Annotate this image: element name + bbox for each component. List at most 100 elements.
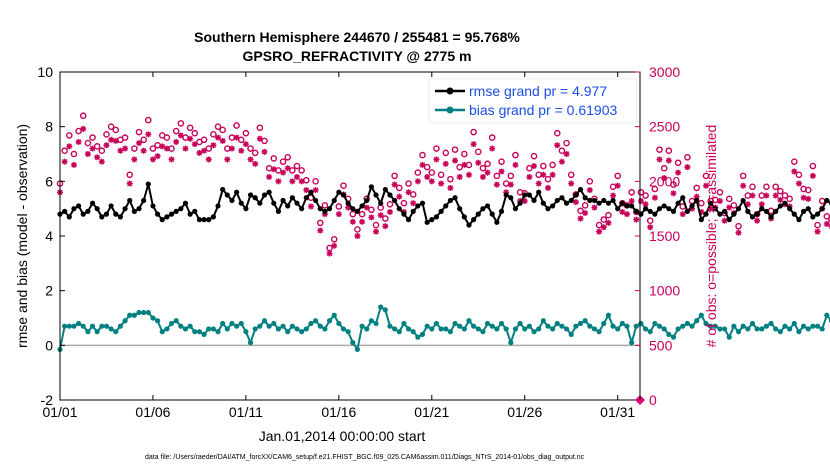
assimilated-obs-point bbox=[326, 250, 333, 257]
assimilated-obs-point bbox=[623, 211, 630, 218]
bias-point bbox=[131, 312, 137, 318]
rmse-point bbox=[484, 203, 491, 209]
possible-obs-point bbox=[103, 131, 110, 138]
possible-obs-point bbox=[256, 124, 264, 132]
bias-point bbox=[601, 320, 607, 327]
possible-obs-point bbox=[121, 134, 129, 141]
bias-point bbox=[471, 323, 477, 329]
bias-point bbox=[113, 329, 119, 335]
bias-point bbox=[141, 309, 147, 316]
x-axis-label: Jan.01,2014 00:00:00 start bbox=[259, 428, 426, 444]
bias-point bbox=[805, 326, 811, 332]
assimilated-obs-point bbox=[428, 178, 435, 185]
possible-obs-point bbox=[828, 216, 830, 223]
bias-point bbox=[712, 323, 718, 329]
bias-point bbox=[257, 323, 263, 329]
possible-obs-point bbox=[316, 219, 324, 227]
assimilated-obs-point bbox=[489, 145, 496, 152]
assimilated-obs-point bbox=[475, 159, 482, 166]
assimilated-obs-point bbox=[740, 182, 747, 189]
rmse-point bbox=[791, 211, 797, 217]
bias-point bbox=[85, 329, 91, 335]
rmse-point bbox=[257, 200, 263, 206]
bias-point bbox=[447, 329, 453, 335]
possible-obs-point bbox=[437, 171, 445, 179]
possible-obs-point bbox=[665, 147, 673, 155]
bias-point bbox=[717, 326, 723, 332]
possible-obs-point bbox=[312, 178, 319, 185]
possible-obs-point bbox=[131, 145, 138, 152]
bias-point bbox=[457, 323, 463, 329]
possible-obs-point bbox=[512, 151, 519, 159]
bias-point bbox=[503, 326, 509, 332]
rmse-point bbox=[457, 206, 463, 212]
possible-obs-point bbox=[251, 149, 259, 157]
rmse-point bbox=[717, 211, 723, 217]
rmse-point bbox=[359, 203, 365, 209]
possible-obs-point bbox=[698, 199, 705, 207]
possible-obs-point bbox=[656, 146, 663, 153]
bias-point bbox=[443, 326, 449, 332]
assimilated-obs-point bbox=[233, 134, 240, 141]
assimilated-obs-point bbox=[823, 220, 830, 227]
rmse-point bbox=[350, 206, 356, 212]
assimilated-obs-point bbox=[103, 142, 110, 149]
bias-point bbox=[773, 326, 779, 332]
possible-obs-point bbox=[702, 172, 710, 180]
bias-point bbox=[666, 331, 672, 337]
rmse-point bbox=[512, 206, 519, 212]
bias-point bbox=[638, 320, 644, 327]
assimilated-obs-point bbox=[554, 142, 561, 149]
possible-obs-point bbox=[581, 202, 589, 209]
bias-point bbox=[661, 326, 667, 332]
assimilated-obs-point bbox=[721, 217, 728, 224]
bias-point bbox=[689, 323, 695, 329]
assimilated-obs-point bbox=[98, 158, 105, 165]
possible-obs-point bbox=[507, 172, 515, 180]
bias-point bbox=[66, 323, 72, 329]
possible-obs-point bbox=[447, 175, 454, 183]
possible-obs-point bbox=[414, 169, 422, 176]
bias-point bbox=[220, 320, 226, 327]
assimilated-obs-point bbox=[619, 208, 626, 215]
assimilated-obs-point bbox=[503, 189, 510, 196]
assimilated-obs-point bbox=[702, 182, 709, 189]
assimilated-obs-point bbox=[716, 198, 723, 205]
possible-obs-point bbox=[284, 153, 292, 161]
assimilated-obs-point bbox=[386, 208, 393, 215]
rmse-point bbox=[234, 189, 240, 195]
possible-obs-point bbox=[98, 147, 106, 155]
rmse-point bbox=[66, 214, 72, 220]
assimilated-obs-point bbox=[284, 165, 291, 172]
possible-obs-point bbox=[470, 128, 477, 136]
bias-point bbox=[206, 326, 212, 332]
rmse-point bbox=[689, 203, 695, 209]
assimilated-obs-point bbox=[122, 145, 129, 152]
bias-point bbox=[224, 326, 230, 332]
bias-point bbox=[145, 309, 151, 316]
bias-point bbox=[345, 329, 351, 335]
assimilated-obs-point bbox=[800, 194, 807, 201]
bias-point bbox=[624, 323, 630, 329]
assimilated-obs-point bbox=[665, 157, 672, 164]
possible-obs-point bbox=[739, 172, 747, 180]
bias-point bbox=[814, 323, 821, 329]
assimilated-obs-point bbox=[345, 204, 352, 211]
rmse-point bbox=[433, 214, 440, 220]
bias-point bbox=[127, 312, 133, 318]
possible-obs-point bbox=[772, 183, 780, 191]
bias-point bbox=[294, 326, 300, 332]
possible-obs-point bbox=[135, 128, 143, 136]
bias-point bbox=[89, 323, 96, 329]
rmse-point bbox=[173, 208, 179, 214]
bias-point bbox=[396, 329, 402, 335]
possible-obs-point bbox=[247, 145, 254, 152]
rmse-point bbox=[447, 197, 453, 204]
bias-point bbox=[508, 340, 514, 346]
bias-point bbox=[494, 326, 500, 332]
possible-obs-point bbox=[563, 139, 570, 147]
rmse-point bbox=[712, 206, 718, 212]
rmse-point bbox=[405, 217, 412, 223]
assimilated-obs-point bbox=[270, 166, 277, 173]
bias-point bbox=[173, 318, 179, 324]
